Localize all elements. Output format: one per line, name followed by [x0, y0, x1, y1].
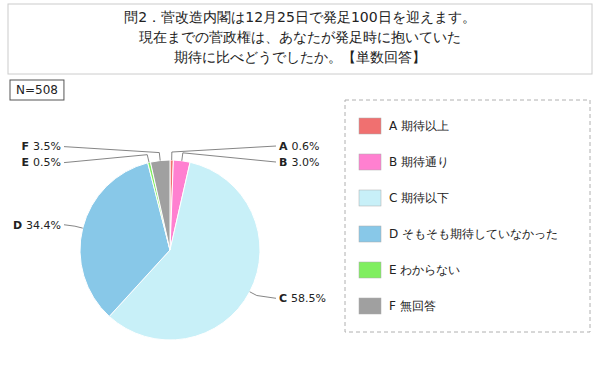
data-label: E0.5% [22, 156, 61, 169]
data-label-category: B [279, 156, 287, 169]
slice [150, 160, 170, 250]
legend-entry: C 期待以下 [389, 191, 449, 205]
legend-swatch [359, 298, 381, 314]
legend-entry: E わからない [389, 263, 460, 277]
data-label-value: 58.5% [291, 292, 326, 305]
data-label-value: 0.6% [292, 140, 320, 153]
data-label-category: E [22, 156, 30, 169]
legend-entry: D そもそも期待していなかった [389, 227, 558, 241]
legend-swatch [359, 118, 381, 134]
leader-line [250, 292, 276, 299]
data-label: B 3.0% [279, 156, 319, 169]
chart: 問2．菅改造内閣は12月25日で発足100日を迎えます。現在までの菅政権は、あな… [0, 0, 600, 390]
data-label-value: 34.4% [26, 219, 61, 232]
legend-entry: F 無回答 [389, 299, 436, 313]
title-group: 問2．菅改造内閣は12月25日で発足100日を迎えます。現在までの菅政権は、あな… [8, 4, 592, 74]
annotation: N=508 [16, 83, 58, 97]
legend-swatch [359, 262, 381, 278]
annotation-group: N=508 [10, 80, 64, 100]
data-label-category: F [22, 140, 30, 153]
data-label-category: C [279, 292, 287, 305]
title: 問2．菅改造内閣は12月25日で発足100日を迎えます。 [124, 9, 475, 25]
data-label-category: D [13, 219, 22, 232]
legend-swatch [359, 190, 381, 206]
data-label-value: 3.5% [33, 140, 61, 153]
legend-swatch [359, 226, 381, 242]
legend-box [345, 100, 590, 332]
leader-line [182, 153, 276, 162]
data-label: F3.5% [22, 140, 61, 153]
legend: A 期待以上 B 期待通り C 期待以下 D そもそも期待していなかった E わからない… [345, 100, 590, 332]
pie [80, 160, 260, 340]
data-label-category: A [279, 140, 288, 153]
data-label: A 0.6% [279, 140, 319, 153]
legend-entry: B 期待通り [389, 155, 449, 169]
leader-line [64, 147, 160, 161]
legend-swatch [359, 154, 381, 170]
title: 期待に比べどうでしたか。【単数回答】 [174, 49, 426, 65]
title: 現在までの菅政権は、あなたが発足時に抱いていた [139, 29, 461, 45]
legend-entry: A 期待以上 [389, 119, 449, 133]
data-label-value: 3.0% [291, 156, 319, 169]
title-box [8, 4, 592, 74]
leader-line [64, 225, 83, 228]
annotation-box [10, 80, 64, 100]
leader-line [64, 155, 149, 163]
data-labels: A0.6%B3.0%C58.5%D34.4%E0.5%F3.5% [13, 140, 326, 305]
data-label: D 34.4% [13, 219, 61, 232]
data-label-value: 0.5% [33, 156, 61, 169]
data-label: C 58.5% [279, 292, 326, 305]
